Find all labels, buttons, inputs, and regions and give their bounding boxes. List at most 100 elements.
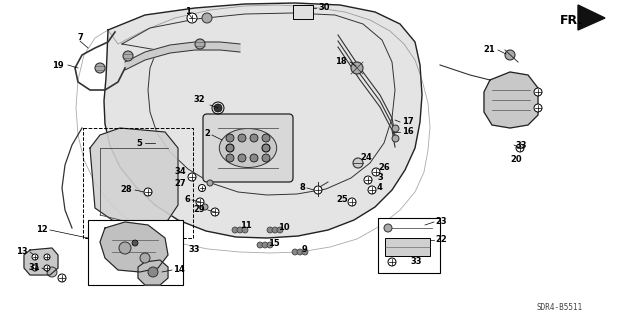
- Circle shape: [202, 13, 212, 23]
- Circle shape: [140, 253, 150, 263]
- Text: 29: 29: [193, 205, 205, 214]
- Circle shape: [226, 134, 234, 142]
- Text: 20: 20: [510, 155, 522, 165]
- Text: 15: 15: [268, 239, 280, 248]
- Text: 1: 1: [185, 6, 191, 16]
- Text: 14: 14: [173, 265, 185, 275]
- Circle shape: [516, 144, 524, 152]
- Circle shape: [257, 242, 263, 248]
- Text: 4: 4: [377, 183, 383, 192]
- Text: 33: 33: [410, 257, 422, 266]
- Circle shape: [214, 104, 222, 112]
- Circle shape: [232, 227, 238, 233]
- Polygon shape: [138, 260, 168, 285]
- Circle shape: [238, 154, 246, 162]
- Circle shape: [250, 154, 258, 162]
- Text: 8: 8: [300, 183, 305, 192]
- Polygon shape: [484, 72, 538, 128]
- Text: 21: 21: [483, 46, 495, 55]
- Circle shape: [505, 50, 515, 60]
- Text: 27: 27: [174, 179, 186, 188]
- Circle shape: [262, 144, 270, 152]
- Polygon shape: [90, 128, 178, 228]
- Circle shape: [187, 13, 197, 23]
- Circle shape: [267, 242, 273, 248]
- Polygon shape: [24, 248, 58, 275]
- Text: SDR4-B5511: SDR4-B5511: [537, 303, 583, 313]
- Circle shape: [196, 198, 204, 206]
- Circle shape: [226, 154, 234, 162]
- Text: 28: 28: [120, 186, 132, 195]
- Circle shape: [44, 265, 50, 271]
- Circle shape: [238, 134, 246, 142]
- Circle shape: [534, 88, 542, 96]
- Circle shape: [348, 198, 356, 206]
- Text: 33: 33: [188, 246, 200, 255]
- Text: 25: 25: [336, 196, 348, 204]
- Circle shape: [237, 227, 243, 233]
- Circle shape: [123, 51, 133, 61]
- Circle shape: [368, 186, 376, 194]
- Circle shape: [211, 208, 219, 216]
- Circle shape: [198, 184, 205, 191]
- Text: 23: 23: [435, 218, 447, 226]
- Text: 9: 9: [302, 246, 308, 255]
- Polygon shape: [578, 5, 605, 30]
- Circle shape: [32, 254, 38, 260]
- Circle shape: [534, 104, 542, 112]
- Text: 26: 26: [378, 164, 390, 173]
- Circle shape: [388, 258, 396, 266]
- Text: 24: 24: [360, 153, 372, 162]
- Text: 2: 2: [204, 129, 210, 137]
- Bar: [385, 238, 430, 256]
- Circle shape: [32, 265, 38, 271]
- Circle shape: [364, 176, 372, 184]
- Circle shape: [226, 144, 234, 152]
- Text: 10: 10: [278, 224, 290, 233]
- Text: 11: 11: [240, 220, 252, 229]
- Circle shape: [262, 134, 270, 142]
- Text: 5: 5: [136, 138, 142, 147]
- Circle shape: [207, 180, 213, 186]
- Bar: [378, 218, 440, 273]
- Polygon shape: [104, 3, 422, 238]
- Circle shape: [262, 242, 268, 248]
- Circle shape: [202, 204, 208, 210]
- Text: 31: 31: [28, 263, 40, 272]
- Circle shape: [384, 224, 392, 232]
- Text: 16: 16: [402, 128, 413, 137]
- Circle shape: [144, 188, 152, 196]
- Circle shape: [195, 39, 205, 49]
- Text: 12: 12: [36, 226, 48, 234]
- Text: 17: 17: [402, 117, 413, 127]
- Text: 32: 32: [193, 95, 205, 105]
- Bar: [293, 5, 313, 19]
- Text: 3: 3: [377, 174, 383, 182]
- Circle shape: [297, 249, 303, 255]
- Circle shape: [148, 267, 158, 277]
- Circle shape: [58, 274, 66, 282]
- Circle shape: [372, 168, 380, 176]
- Circle shape: [44, 254, 50, 260]
- Circle shape: [351, 62, 363, 74]
- Text: 30: 30: [318, 4, 330, 12]
- Text: 13: 13: [17, 248, 28, 256]
- Circle shape: [314, 186, 322, 194]
- Text: 19: 19: [52, 61, 64, 70]
- Text: FR.: FR.: [560, 13, 583, 26]
- Circle shape: [277, 227, 283, 233]
- Polygon shape: [100, 222, 168, 272]
- Circle shape: [267, 227, 273, 233]
- Text: 18: 18: [335, 57, 347, 66]
- Circle shape: [262, 154, 270, 162]
- Circle shape: [119, 242, 131, 254]
- Circle shape: [242, 227, 248, 233]
- FancyBboxPatch shape: [203, 114, 293, 182]
- Circle shape: [132, 240, 138, 246]
- Circle shape: [292, 249, 298, 255]
- Bar: [83, 128, 193, 238]
- Circle shape: [272, 227, 278, 233]
- Circle shape: [188, 173, 196, 181]
- Circle shape: [353, 158, 363, 168]
- Polygon shape: [125, 42, 240, 70]
